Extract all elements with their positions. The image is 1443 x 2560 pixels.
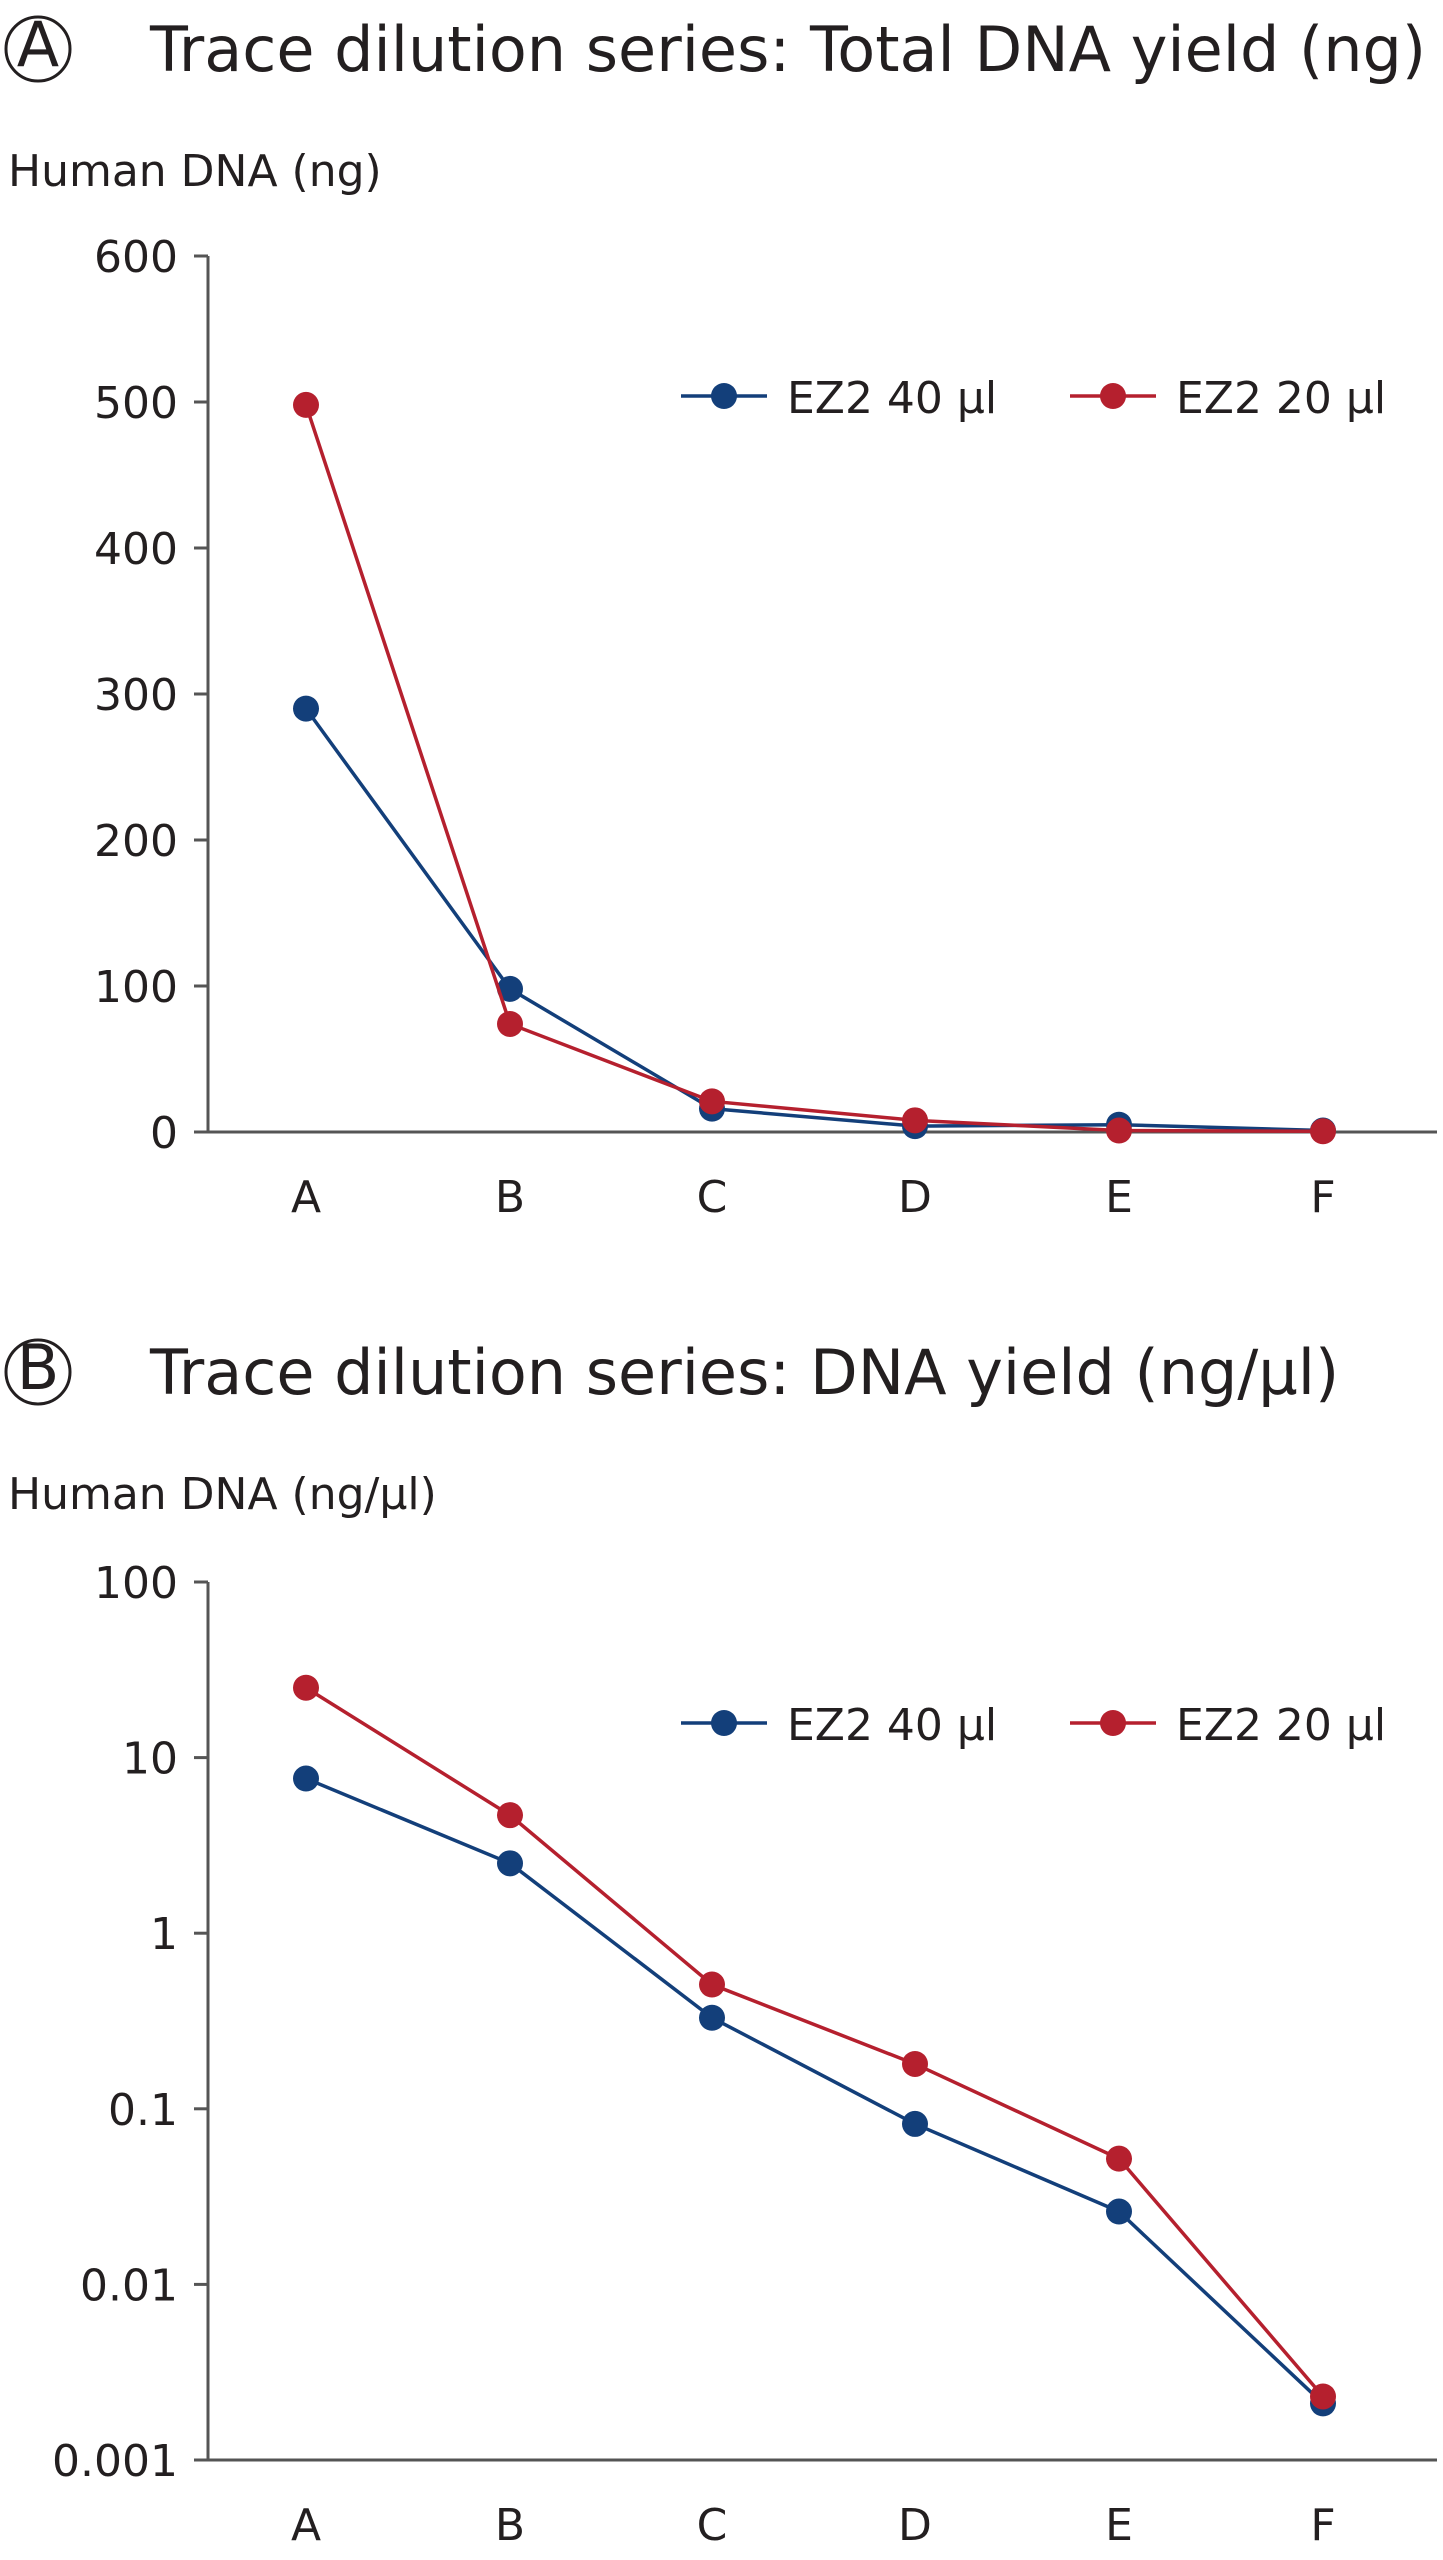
x-tick-label: B [495,2500,525,2551]
y-tick-label: 0.01 [80,2260,178,2311]
data-point-ez2_20 [497,1010,523,1037]
x-tick-label: E [1105,1172,1133,1223]
x-tick-label: E [1105,2500,1133,2551]
x-tick-label: D [898,1172,932,1223]
y-tick-label: 500 [94,378,178,429]
series-line-ez2_40 [304,707,1324,1133]
data-point-ez2_40 [699,2004,725,2031]
y-axis-label: Human DNA (ng/µl) [8,1469,437,1520]
legend-marker-ez2_20 [1100,1710,1126,1736]
data-point-ez2_20 [699,1971,725,1998]
y-tick-label: 600 [94,232,178,283]
panel-letter: B [17,1331,60,1404]
legend-label: EZ2 40 µl [787,373,997,424]
x-tick-label: A [291,2500,321,2551]
legend-marker-ez2_20 [1100,383,1126,409]
data-point-ez2_20 [1310,1118,1336,1145]
data-point-ez2_40 [293,695,319,722]
series-line-ez2_20 [305,1686,1325,2398]
data-point-ez2_20 [902,2050,928,2077]
data-point-ez2_40 [497,975,523,1002]
chart-panel-a: A Trace dilution series: Total DNA yield … [4,8,1437,1223]
data-point-ez2_20 [699,1088,725,1115]
data-point-ez2_40 [497,1850,523,1877]
chart-title: Trace dilution series: DNA yield (ng/µl) [149,1336,1339,1409]
data-point-ez2_40 [1106,2198,1132,2225]
series-line-ez2_20 [304,404,1324,1134]
data-point-ez2_20 [497,1802,523,1829]
data-point-ez2_20 [293,1674,319,1701]
x-tick-label: A [291,1172,321,1223]
y-tick-label: 300 [94,670,178,721]
y-tick-label: 1 [150,1909,178,1960]
y-tick-label: 0 [150,1108,178,1159]
panel-letter-circle [4,15,72,83]
legend-label: EZ2 40 µl [787,1700,997,1751]
chart-title: Trace dilution series: Total DNA yield (… [149,13,1426,86]
legend-marker-ez2_40 [711,1710,737,1736]
x-tick-label: B [495,1172,525,1223]
x-tick-label: D [898,2500,932,2551]
data-point-ez2_40 [902,2110,928,2137]
y-tick-label: 0.001 [52,2436,178,2487]
y-tick-label: 10 [122,1734,178,1785]
x-tick-label: F [1310,2500,1335,2551]
data-point-ez2_20 [902,1107,928,1134]
data-point-ez2_20 [1310,2383,1336,2410]
panel-letter: A [17,8,59,81]
data-point-ez2_20 [1106,2145,1132,2172]
y-tick-label: 100 [94,962,178,1013]
y-tick-label: 0.1 [108,2085,178,2136]
data-point-ez2_20 [1106,1117,1132,1144]
chart-panel-b: B Trace dilution series: DNA yield (ng/µl… [4,1331,1437,2551]
y-axis-label: Human DNA (ng) [8,146,382,197]
legend-marker-ez2_40 [711,383,737,409]
y-tick-label: 100 [94,1558,178,1609]
legend-label: EZ2 20 µl [1176,1700,1386,1751]
panel-letter-circle [4,1338,72,1406]
data-point-ez2_20 [293,391,319,418]
series-line-ez2_40 [305,1776,1325,2405]
y-tick-label: 200 [94,816,178,867]
x-tick-label: F [1310,1172,1335,1223]
x-tick-label: C [697,1172,728,1223]
x-tick-label: C [697,2500,728,2551]
y-tick-label: 400 [94,524,178,575]
legend-label: EZ2 20 µl [1176,373,1386,424]
data-point-ez2_40 [293,1765,319,1792]
